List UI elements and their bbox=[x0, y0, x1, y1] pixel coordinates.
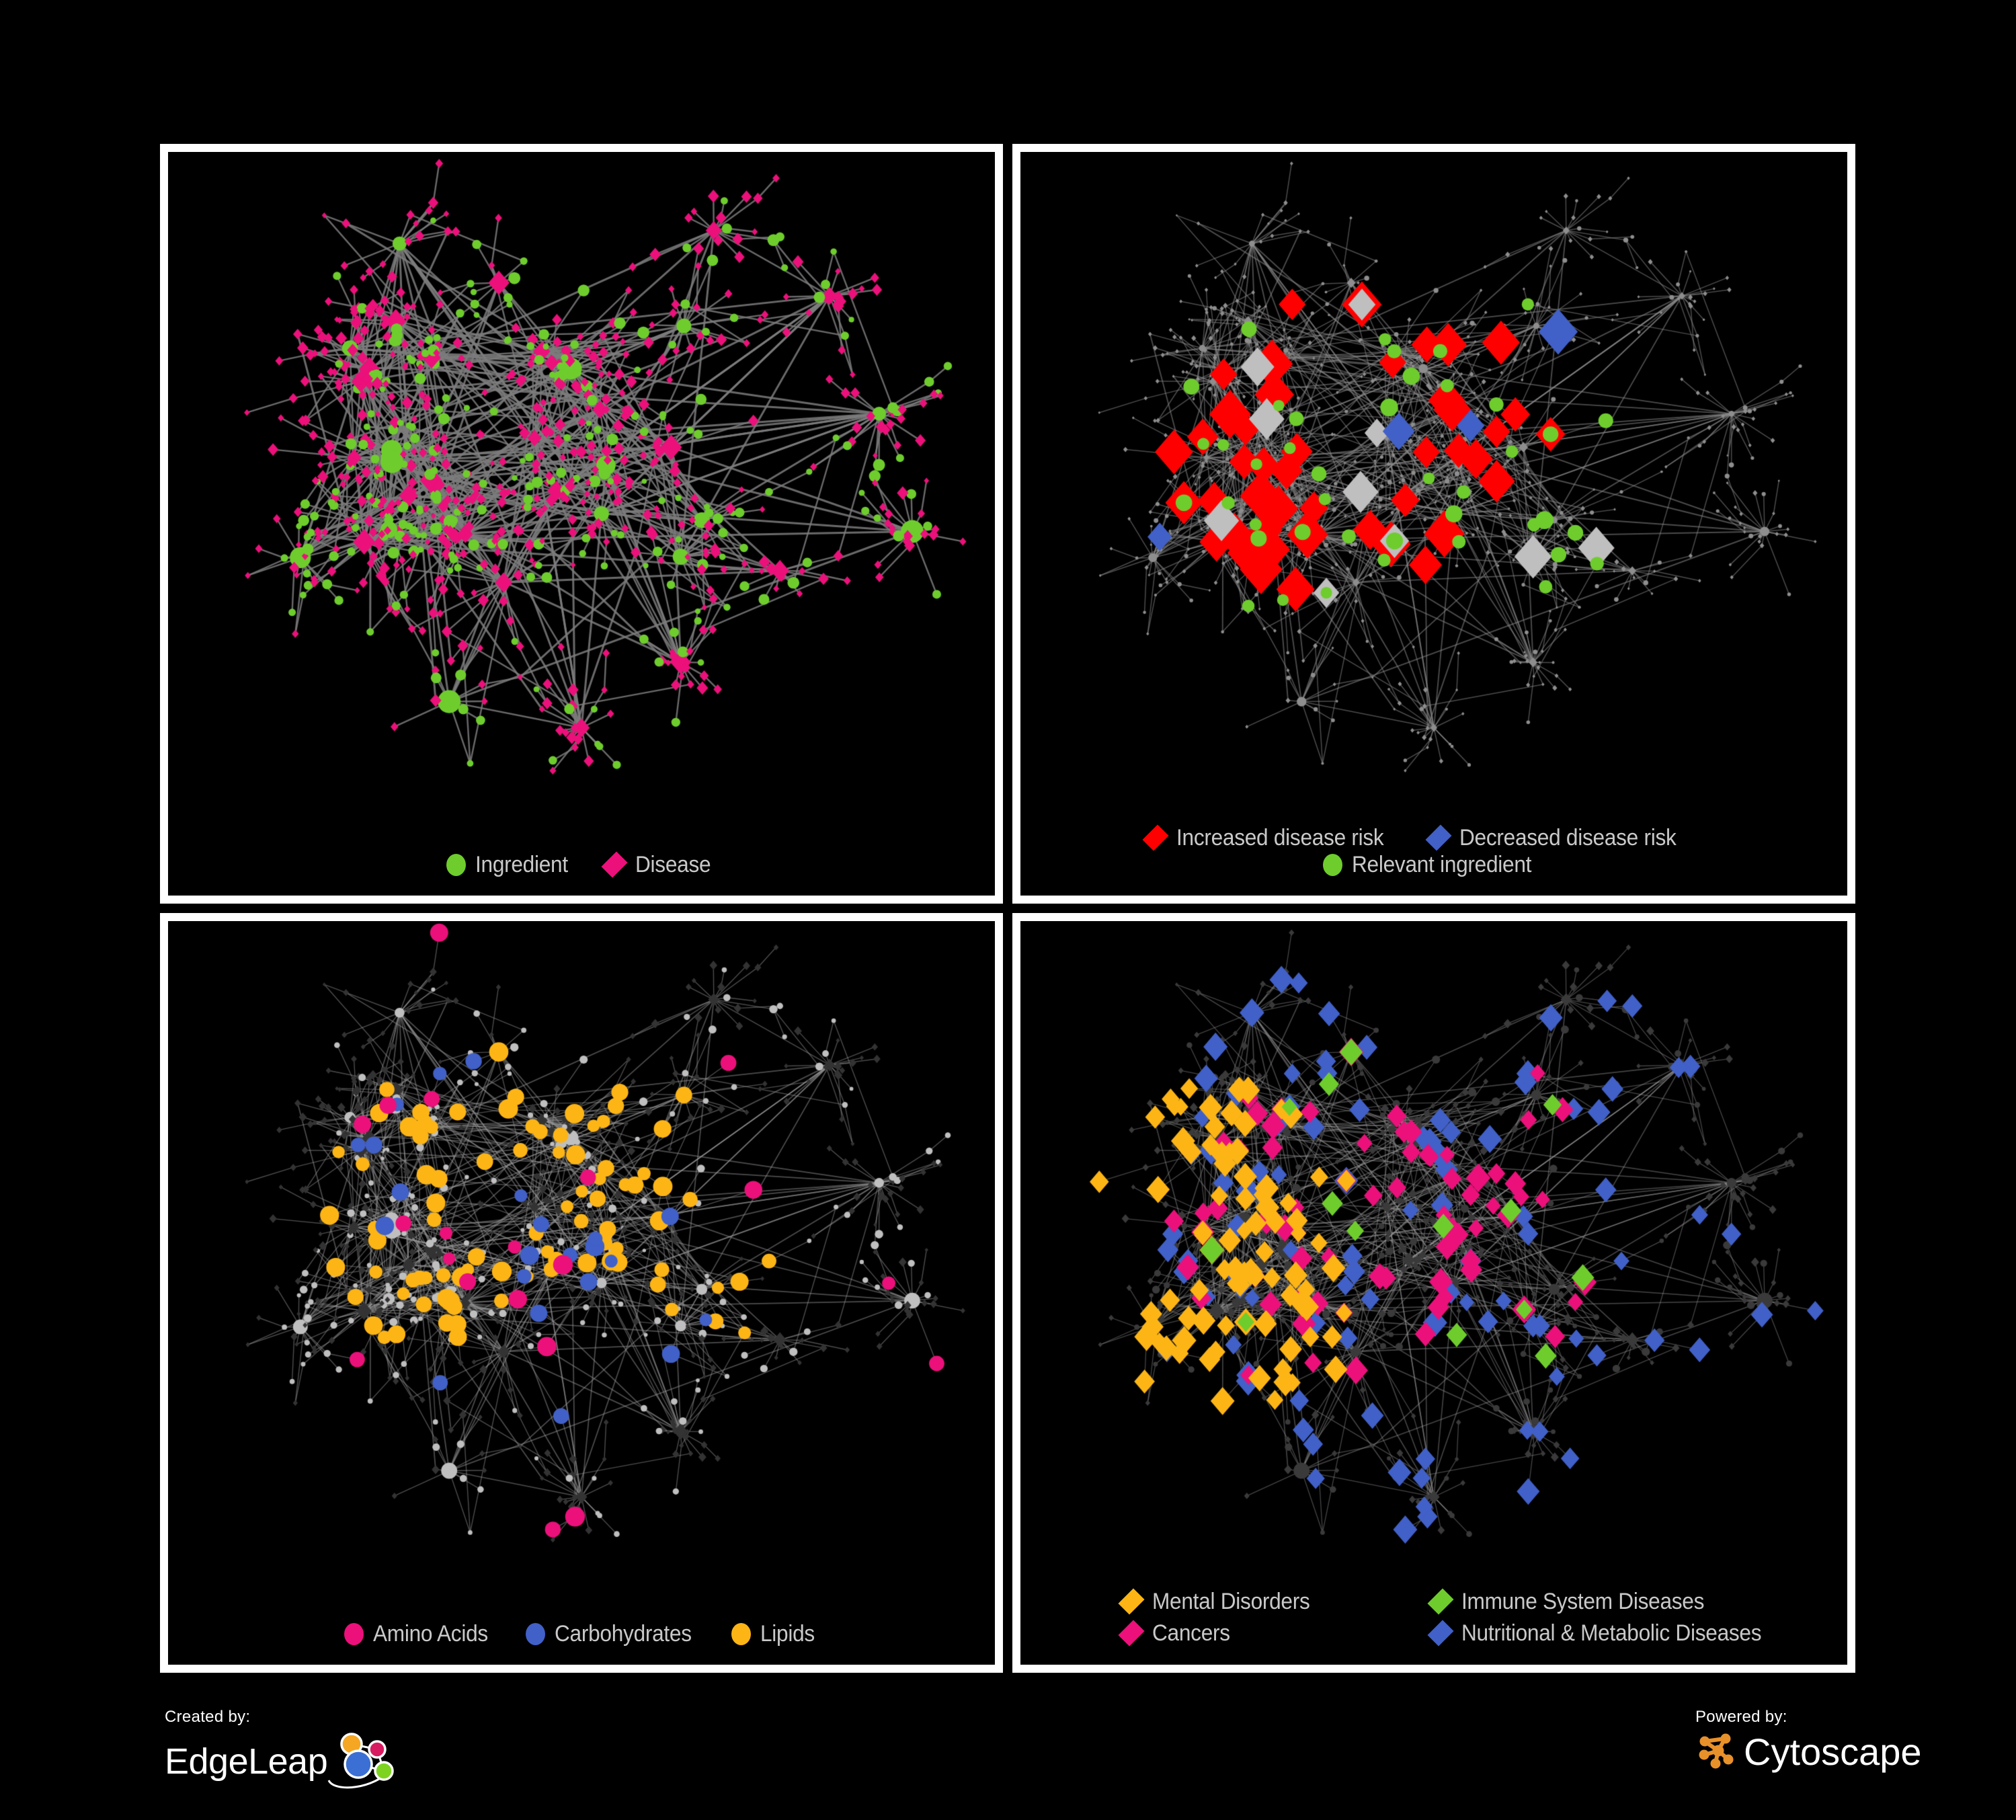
network-canvas-nutrients[interactable] bbox=[168, 921, 995, 1665]
legend-label: Disease bbox=[635, 852, 711, 877]
cytoscape-logo-row: Cytoscape bbox=[1695, 1729, 1922, 1774]
legend-label: Nutritional & Metabolic Diseases bbox=[1461, 1620, 1762, 1646]
edgeleap-wordmark: EdgeLeap bbox=[165, 1741, 328, 1782]
legend-label: Lipids bbox=[760, 1621, 815, 1647]
network-canvas-diseases[interactable] bbox=[1020, 921, 1847, 1665]
legend-item[interactable]: Ingredient bbox=[446, 853, 575, 876]
cytoscape-network-logo-icon bbox=[1695, 1729, 1737, 1774]
legend-swatch-diamond-icon bbox=[1427, 1620, 1454, 1647]
legend-item[interactable]: Carbohydrates bbox=[526, 1622, 702, 1645]
legend-item[interactable]: Amino Acids bbox=[344, 1622, 497, 1645]
legend-swatch-diamond-icon bbox=[1425, 824, 1452, 851]
legend-item[interactable]: Nutritional & Metabolic Diseases bbox=[1427, 1620, 1762, 1647]
legend-item[interactable]: Decreased disease risk bbox=[1425, 824, 1693, 851]
legend-risk: Increased disease risk Decreased disease … bbox=[1020, 824, 1847, 878]
legend-swatch-circle-icon bbox=[1322, 853, 1342, 876]
panel-grid: Ingredient Disease Increased disease risk… bbox=[160, 144, 1855, 1673]
legend-label: Increased disease risk bbox=[1176, 825, 1384, 850]
legend-item[interactable]: Increased disease risk bbox=[1142, 824, 1400, 851]
network-canvas-overview[interactable] bbox=[168, 152, 995, 896]
legend-label: Decreased disease risk bbox=[1459, 825, 1677, 850]
legend-label: Ingredient bbox=[475, 852, 568, 877]
legend-swatch-circle-icon bbox=[731, 1622, 752, 1645]
legend-item[interactable]: Relevant ingredient bbox=[1322, 852, 1545, 877]
legend-overview: Ingredient Disease bbox=[168, 851, 995, 878]
created-by-label: Created by: bbox=[165, 1708, 251, 1726]
legend-item[interactable]: Lipids bbox=[731, 1622, 819, 1645]
legend-swatch-diamond-icon bbox=[1118, 1588, 1145, 1615]
legend-swatch-diamond-icon bbox=[1118, 1620, 1145, 1647]
legend-label: Mental Disorders bbox=[1152, 1589, 1310, 1614]
edgeleap-network-logo-icon bbox=[327, 1729, 401, 1793]
legend-swatch-diamond-icon bbox=[1142, 824, 1169, 851]
legend-swatch-circle-icon bbox=[344, 1622, 364, 1645]
legend-swatch-diamond-icon bbox=[1427, 1588, 1454, 1615]
edgeleap-logo-row: EdgeLeap bbox=[165, 1729, 401, 1793]
legend-label: Relevant ingredient bbox=[1351, 852, 1532, 877]
legend-item[interactable]: Immune System Diseases bbox=[1427, 1588, 1740, 1615]
legend-swatch-diamond-icon bbox=[601, 851, 628, 878]
legend-swatch-circle-icon bbox=[446, 853, 466, 876]
powered-by-brand[interactable]: Powered by: bbox=[1695, 1708, 1922, 1774]
created-by-brand[interactable]: Created by: EdgeLeap bbox=[165, 1708, 401, 1793]
cytoscape-wordmark: Cytoscape bbox=[1744, 1730, 1922, 1773]
panel-ingredient-disease-network[interactable]: Ingredient Disease bbox=[160, 144, 1003, 904]
panel-disease-category-network[interactable]: Mental Disorders Immune System Diseases Ca… bbox=[1012, 913, 1855, 1673]
legend-nutrients: Amino Acids Carbohydrates Lipids bbox=[168, 1620, 995, 1647]
network-canvas-risk[interactable] bbox=[1020, 152, 1847, 896]
legend-item[interactable]: Mental Disorders bbox=[1118, 1588, 1430, 1615]
legend-item[interactable]: Cancers bbox=[1118, 1620, 1430, 1647]
legend-diseases: Mental Disorders Immune System Diseases Ca… bbox=[1020, 1588, 1847, 1651]
legend-label: Carbohydrates bbox=[555, 1621, 692, 1647]
legend-item[interactable]: Disease bbox=[601, 851, 717, 878]
legend-swatch-circle-icon bbox=[526, 1622, 546, 1645]
legend-label: Amino Acids bbox=[372, 1621, 488, 1647]
panel-disease-risk-network[interactable]: Increased disease risk Decreased disease … bbox=[1012, 144, 1855, 904]
legend-label: Immune System Diseases bbox=[1461, 1589, 1705, 1614]
legend-label: Cancers bbox=[1152, 1620, 1230, 1646]
powered-by-label: Powered by: bbox=[1695, 1708, 1787, 1726]
panel-nutrient-class-network[interactable]: Amino Acids Carbohydrates Lipids bbox=[160, 913, 1003, 1673]
